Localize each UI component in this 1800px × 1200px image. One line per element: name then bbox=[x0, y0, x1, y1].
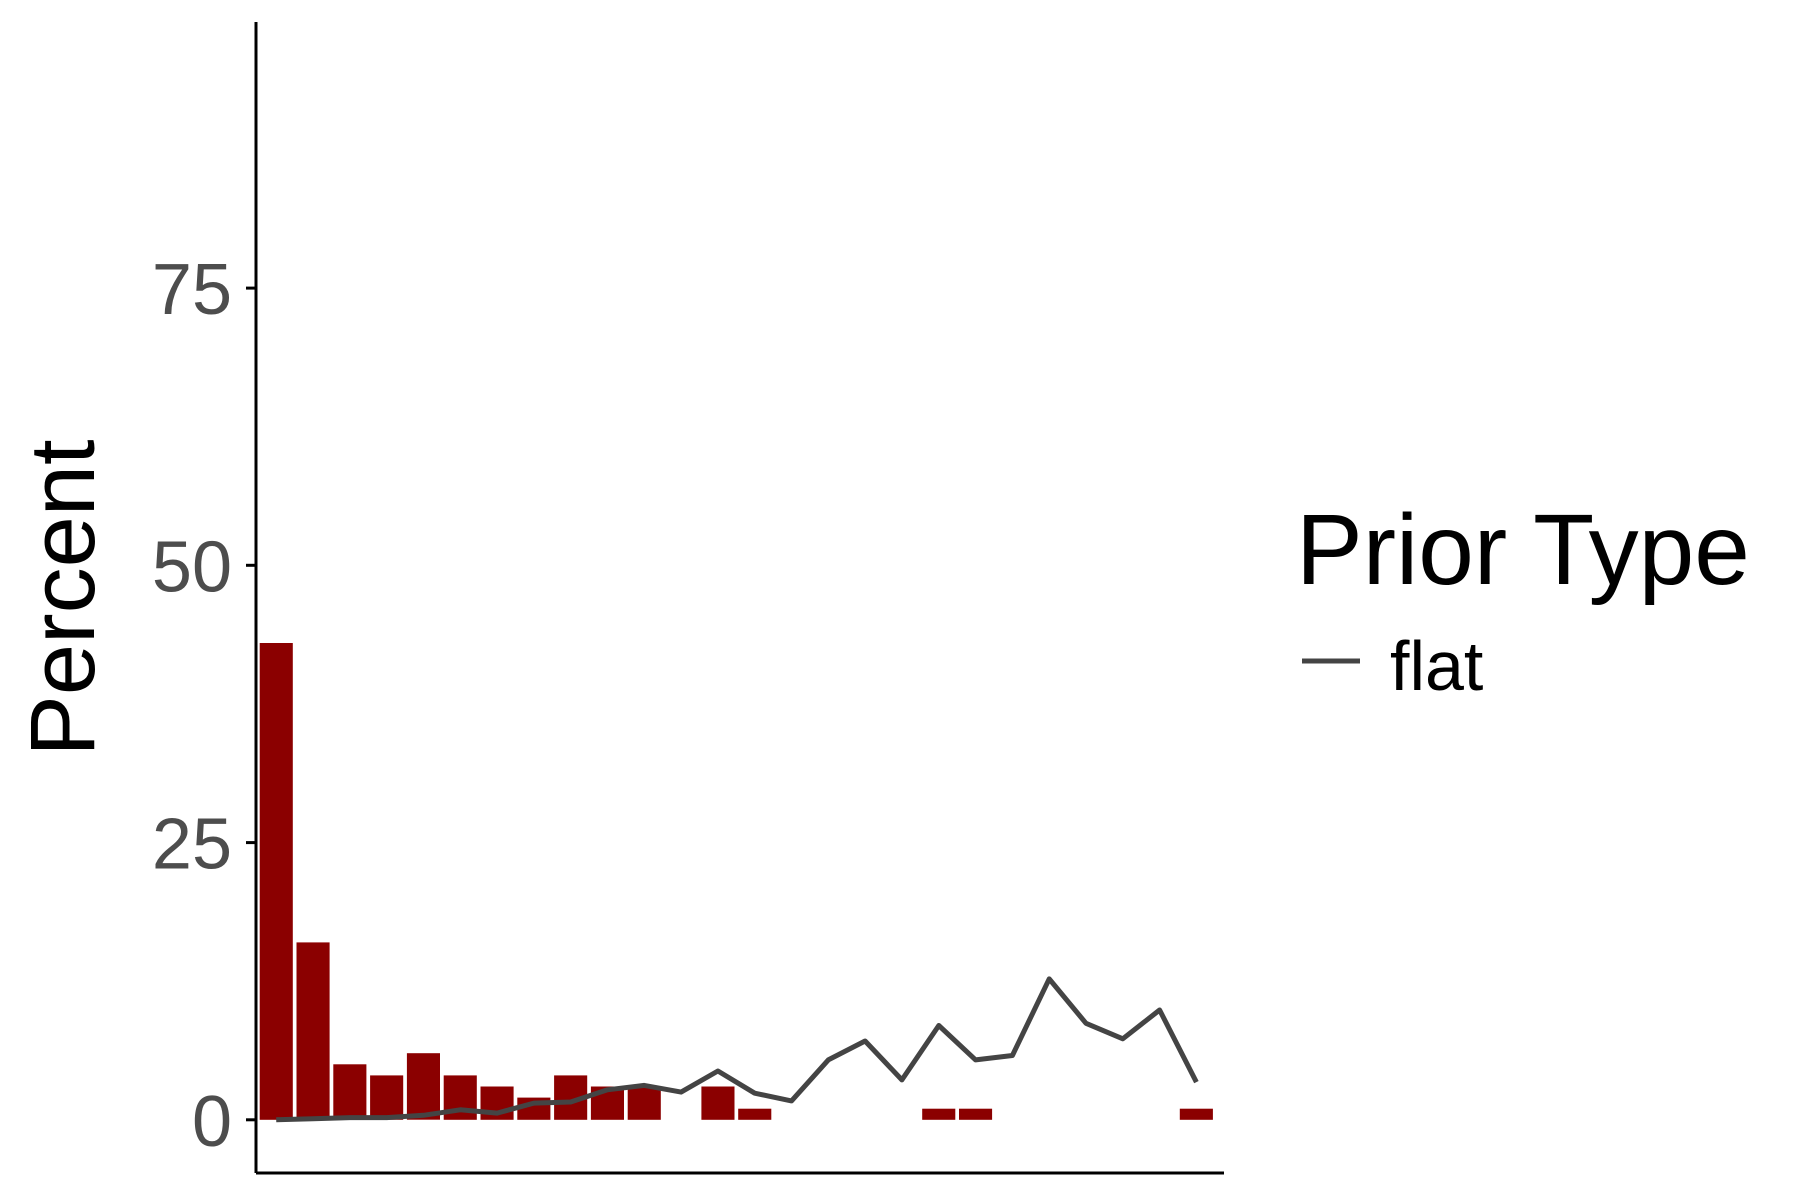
legend-label-flat: flat bbox=[1390, 627, 1483, 705]
y-axis-title: Percent bbox=[12, 439, 114, 756]
bar-19 bbox=[922, 1108, 956, 1120]
y-tick-label-50: 50 bbox=[152, 527, 232, 607]
bar-2 bbox=[296, 942, 330, 1120]
bar-5 bbox=[406, 1053, 440, 1120]
bar-20 bbox=[959, 1108, 993, 1120]
bars-group bbox=[259, 643, 1213, 1120]
series-line-flat bbox=[276, 976, 1199, 1123]
y-ticks-group: 0 25 50 75 bbox=[152, 250, 256, 1162]
y-tick-label-25: 25 bbox=[152, 805, 232, 885]
y-tick-label-75: 75 bbox=[152, 250, 232, 330]
bar-14 bbox=[738, 1108, 772, 1120]
bar-1 bbox=[259, 643, 293, 1120]
bar-4 bbox=[370, 1075, 404, 1120]
legend-title: Prior Type bbox=[1296, 494, 1750, 606]
bar-11 bbox=[627, 1086, 661, 1120]
bar-3 bbox=[333, 1064, 367, 1120]
bar-13 bbox=[701, 1086, 735, 1120]
y-tick-label-0: 0 bbox=[192, 1082, 232, 1162]
bar-26 bbox=[1179, 1108, 1213, 1120]
lines-group bbox=[276, 976, 1199, 1123]
